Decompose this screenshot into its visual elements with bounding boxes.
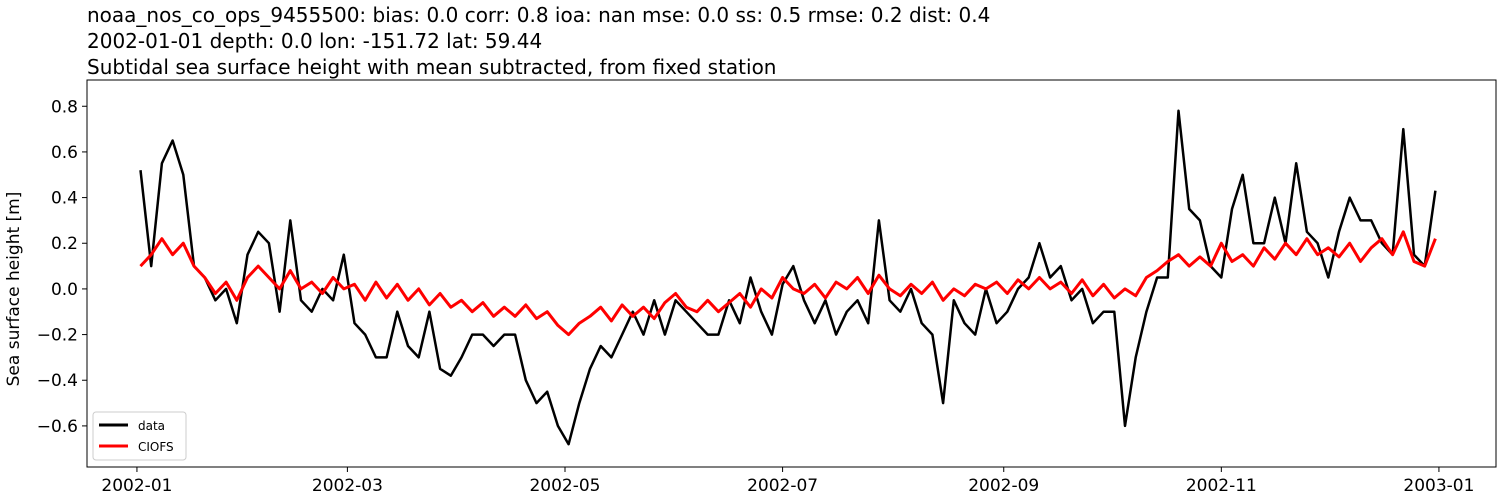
y-tick-label: −0.4 — [37, 371, 78, 391]
series-line-ciofs — [139, 230, 1437, 337]
x-tick-label: 2002-07 — [747, 476, 818, 496]
x-tick-label: 2002-09 — [968, 476, 1039, 496]
chart-title-line-1: noaa_nos_co_ops_9455500: bias: 0.0 corr:… — [87, 3, 990, 27]
y-axis-label: Sea surface height [m] — [4, 192, 24, 387]
x-tick-label: 2002-01 — [101, 476, 172, 496]
legend-label-data: data — [138, 419, 165, 433]
y-tick-label: −0.6 — [37, 417, 78, 437]
legend-label-ciofs: CIOFS — [138, 440, 174, 454]
y-tick-label: 0.4 — [51, 189, 78, 209]
y-tick-label: −0.2 — [37, 326, 78, 346]
y-tick-label: 0.0 — [51, 280, 78, 300]
legend: data CIOFS — [92, 411, 187, 461]
y-tick-label: 0.8 — [51, 97, 78, 117]
series-line-data — [139, 109, 1437, 446]
x-tick-label: 2002-03 — [312, 476, 383, 496]
x-tick-label: 2002-05 — [529, 476, 600, 496]
chart-title-line-3: Subtidal sea surface height with mean su… — [87, 55, 776, 79]
chart-title-line-2: 2002-01-01 depth: 0.0 lon: -151.72 lat: … — [87, 29, 542, 53]
plot-area — [139, 109, 1437, 446]
x-tick-label: 2002-11 — [1186, 476, 1257, 496]
y-tick-label: 0.6 — [51, 143, 78, 163]
x-tick-label: 2003-01 — [1403, 476, 1474, 496]
y-tick-label: 0.2 — [51, 234, 78, 254]
axis-ticks: 2002-01 2002-03 2002-05 2002-07 2002-09 2002-… — [37, 97, 1475, 496]
plot-frame — [86, 79, 1497, 468]
